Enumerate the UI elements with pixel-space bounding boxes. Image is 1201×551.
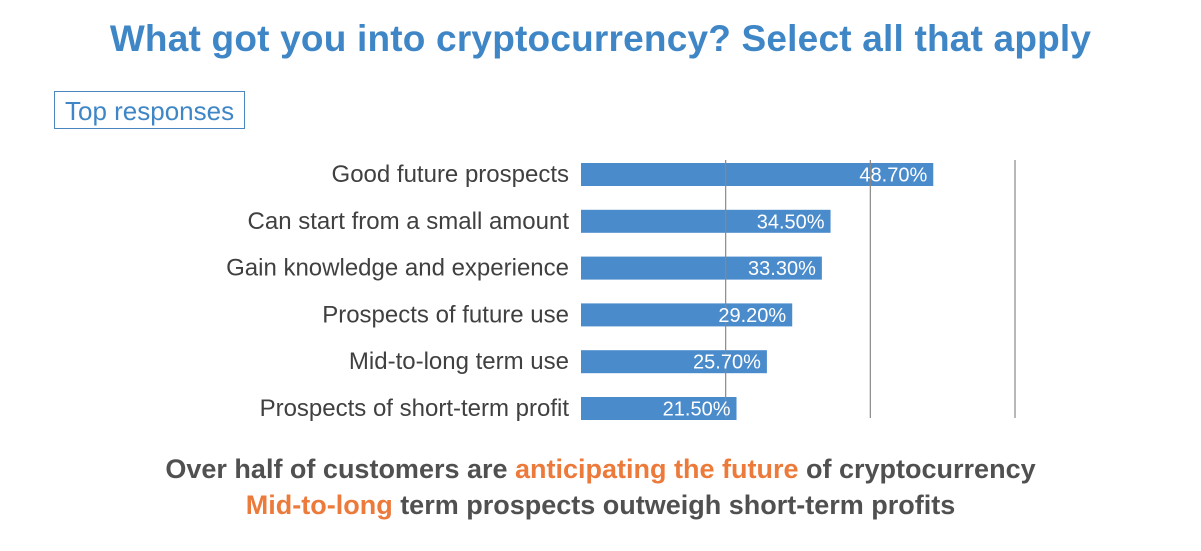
data-label-0: 48.70%: [859, 165, 927, 187]
chart-title: What got you into cryptocurrency? Select…: [109, 18, 1092, 59]
footer-line-1-text-after: of cryptocurrency: [798, 454, 1036, 484]
category-label-4: Mid-to-long term use: [349, 348, 569, 375]
footer-line-2-text-after: term prospects outweigh short-term profi…: [392, 490, 956, 520]
data-label-5: 21.50%: [663, 399, 731, 421]
category-label-2: Gain knowledge and experience: [226, 255, 569, 282]
category-label-1: Can start from a small amount: [248, 208, 570, 235]
bar-2: [581, 256, 822, 280]
category-label-5: Prospects of short-term profit: [260, 395, 570, 422]
data-label-4: 25.70%: [693, 352, 761, 374]
footer-line-1-text-before: Over half of customers are: [165, 454, 516, 484]
bar-0: [581, 163, 934, 186]
footer-line-1-highlight: anticipating the future: [515, 454, 799, 484]
data-label-1: 34.50%: [757, 211, 825, 233]
footer-line-2-highlight: Mid-to-long: [245, 490, 393, 520]
bar-chart: Good future prospects 48.70% Can start fro…: [226, 160, 1016, 422]
chart-subtitle-box: Top responses: [54, 91, 246, 129]
category-label-0: Good future prospects: [332, 161, 569, 188]
bar-4: [581, 350, 767, 374]
data-label-2: 33.30%: [748, 258, 816, 280]
bar-5: [581, 397, 737, 420]
category-label-3: Prospects of future use: [322, 301, 569, 328]
data-label-3: 29.20%: [718, 305, 786, 327]
bar-1: [581, 209, 831, 233]
footer-line-2: Mid-to-long term prospects outweigh shor…: [0, 490, 1201, 521]
bar-3: [581, 303, 793, 327]
footer-line-1: Over half of customers are anticipating …: [0, 454, 1201, 485]
